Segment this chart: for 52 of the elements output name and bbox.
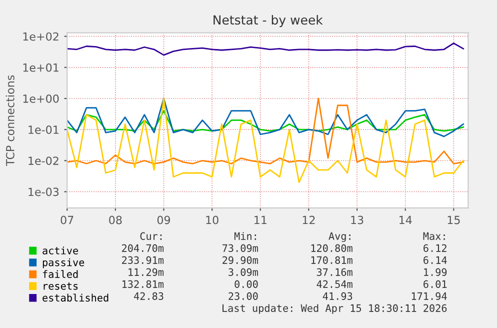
x-tick-label: 07 [60,216,74,224]
x-tick-label: 12 [302,216,315,224]
y-axis-title: TCP connections [6,75,14,166]
text: 42.83 [134,292,164,300]
text: Avg: [328,232,350,242]
legend-label: resets [44,282,78,290]
text: 41.93 [322,292,352,300]
y-tick-label: 1e+02 [23,32,58,41]
text: 73.09m [222,244,258,252]
x-tick-label: 11 [254,216,266,224]
text: 204.70m [122,244,164,252]
legend-label: established [42,294,108,302]
text: 132.81m [122,280,164,288]
text: 233.91m [122,256,164,264]
text: 6.14 [424,256,447,264]
line-series [67,98,464,138]
text: 171.94 [412,292,447,300]
text: 6.12 [424,244,446,252]
text: 1.99 [424,268,447,276]
text: Max: [423,232,445,240]
text: 0.00 [234,280,258,288]
text: 120.80m [311,244,352,252]
text: Min: [234,232,256,240]
text: Last update: Wed Apr 15 18:30:11 2026 [222,304,447,314]
text: 23.00 [228,292,258,300]
x-tick-label: 14 [400,216,412,224]
y-tick-label: 1e-01 [28,126,58,134]
x-tick-label: 09 [157,216,170,224]
x-tick-label: 13 [351,216,364,224]
x-tick-label: 10 [206,216,218,224]
y-tick-label: 1e+00 [23,94,59,103]
y-tick-label: 1e+01 [23,63,58,72]
legend-label: passive [42,258,84,268]
line-series [67,98,464,184]
line-series [67,110,464,132]
text: 37.16m [316,268,352,276]
y-tick-label: 1e-02 [28,156,58,166]
legend-label: active [42,246,78,254]
chart-title: Netstat - by week [214,14,323,28]
text: 29.90m [222,256,258,264]
text: 42.54m [316,280,352,288]
text: 11.29m [128,268,164,276]
x-tick-label: 15 [448,216,460,224]
text: 6.01 [424,280,447,288]
legend-label: failed [42,270,78,278]
text: 170.81m [311,256,352,264]
y-tick-label: 1e-03 [28,188,59,196]
x-tick-label: 08 [109,216,122,224]
text: Cur: [140,232,162,240]
text: 3.09m [228,268,258,276]
line-series [67,42,464,56]
line-series [67,98,464,164]
